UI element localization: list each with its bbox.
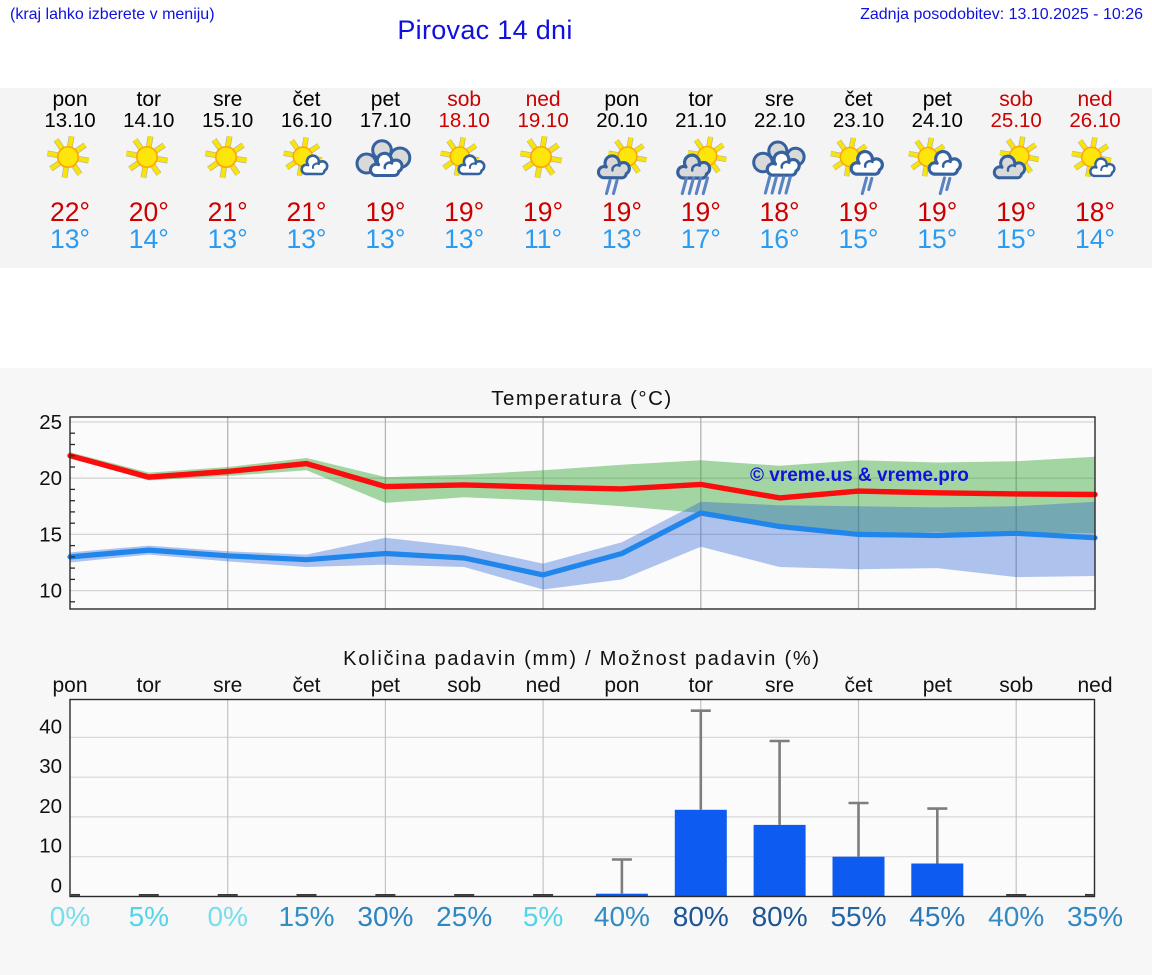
svg-text:20: 20 [39,795,62,818]
svg-text:sob: sob [999,674,1033,697]
svg-text:10: 10 [39,835,62,858]
svg-text:40%: 40% [594,901,650,932]
svg-text:80%: 80% [673,901,729,932]
svg-text:čet: čet [292,674,320,697]
svg-text:25: 25 [39,411,62,434]
svg-text:sre: sre [213,674,242,697]
svg-text:0%: 0% [50,901,90,932]
svg-text:15%: 15% [278,901,334,932]
svg-text:25%: 25% [436,901,492,932]
svg-text:45%: 45% [909,901,965,932]
svg-text:pet: pet [923,674,952,697]
svg-text:pet: pet [371,674,400,697]
svg-text:sre: sre [765,674,794,697]
svg-text:0%: 0% [207,901,247,932]
svg-text:40: 40 [39,715,62,738]
svg-text:15: 15 [39,523,62,546]
svg-text:55%: 55% [830,901,886,932]
svg-text:0: 0 [51,875,62,898]
svg-text:5%: 5% [129,901,169,932]
svg-text:35%: 35% [1067,901,1123,932]
svg-text:tor: tor [137,674,162,697]
svg-text:80%: 80% [752,901,808,932]
svg-text:Količina padavin (mm) / Možnos: Količina padavin (mm) / Možnost padavin … [343,648,821,670]
svg-text:20: 20 [39,467,62,490]
svg-text:30: 30 [39,755,62,778]
svg-text:ned: ned [526,674,561,697]
svg-text:ned: ned [1077,674,1112,697]
svg-text:čet: čet [844,674,872,697]
svg-text:© vreme.us & vreme.pro: © vreme.us & vreme.pro [750,465,969,486]
svg-text:40%: 40% [988,901,1044,932]
svg-text:30%: 30% [357,901,413,932]
svg-text:5%: 5% [523,901,563,932]
svg-text:Temperatura (°C): Temperatura (°C) [491,387,672,410]
svg-text:sob: sob [447,674,481,697]
svg-text:pon: pon [604,674,639,697]
svg-text:10: 10 [39,580,62,603]
svg-text:pon: pon [52,674,87,697]
svg-text:tor: tor [689,674,714,697]
